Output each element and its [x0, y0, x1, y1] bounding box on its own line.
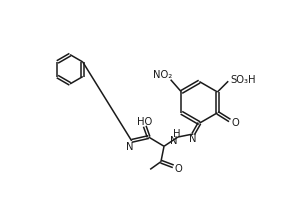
Text: N: N [189, 133, 196, 143]
Text: N: N [126, 141, 134, 151]
Text: N: N [170, 136, 177, 145]
Text: O: O [174, 163, 182, 173]
Text: NO₂: NO₂ [153, 69, 173, 79]
Text: HO: HO [137, 116, 152, 126]
Text: O: O [231, 117, 239, 127]
Text: H: H [173, 129, 180, 138]
Text: SO₃H: SO₃H [231, 75, 256, 84]
